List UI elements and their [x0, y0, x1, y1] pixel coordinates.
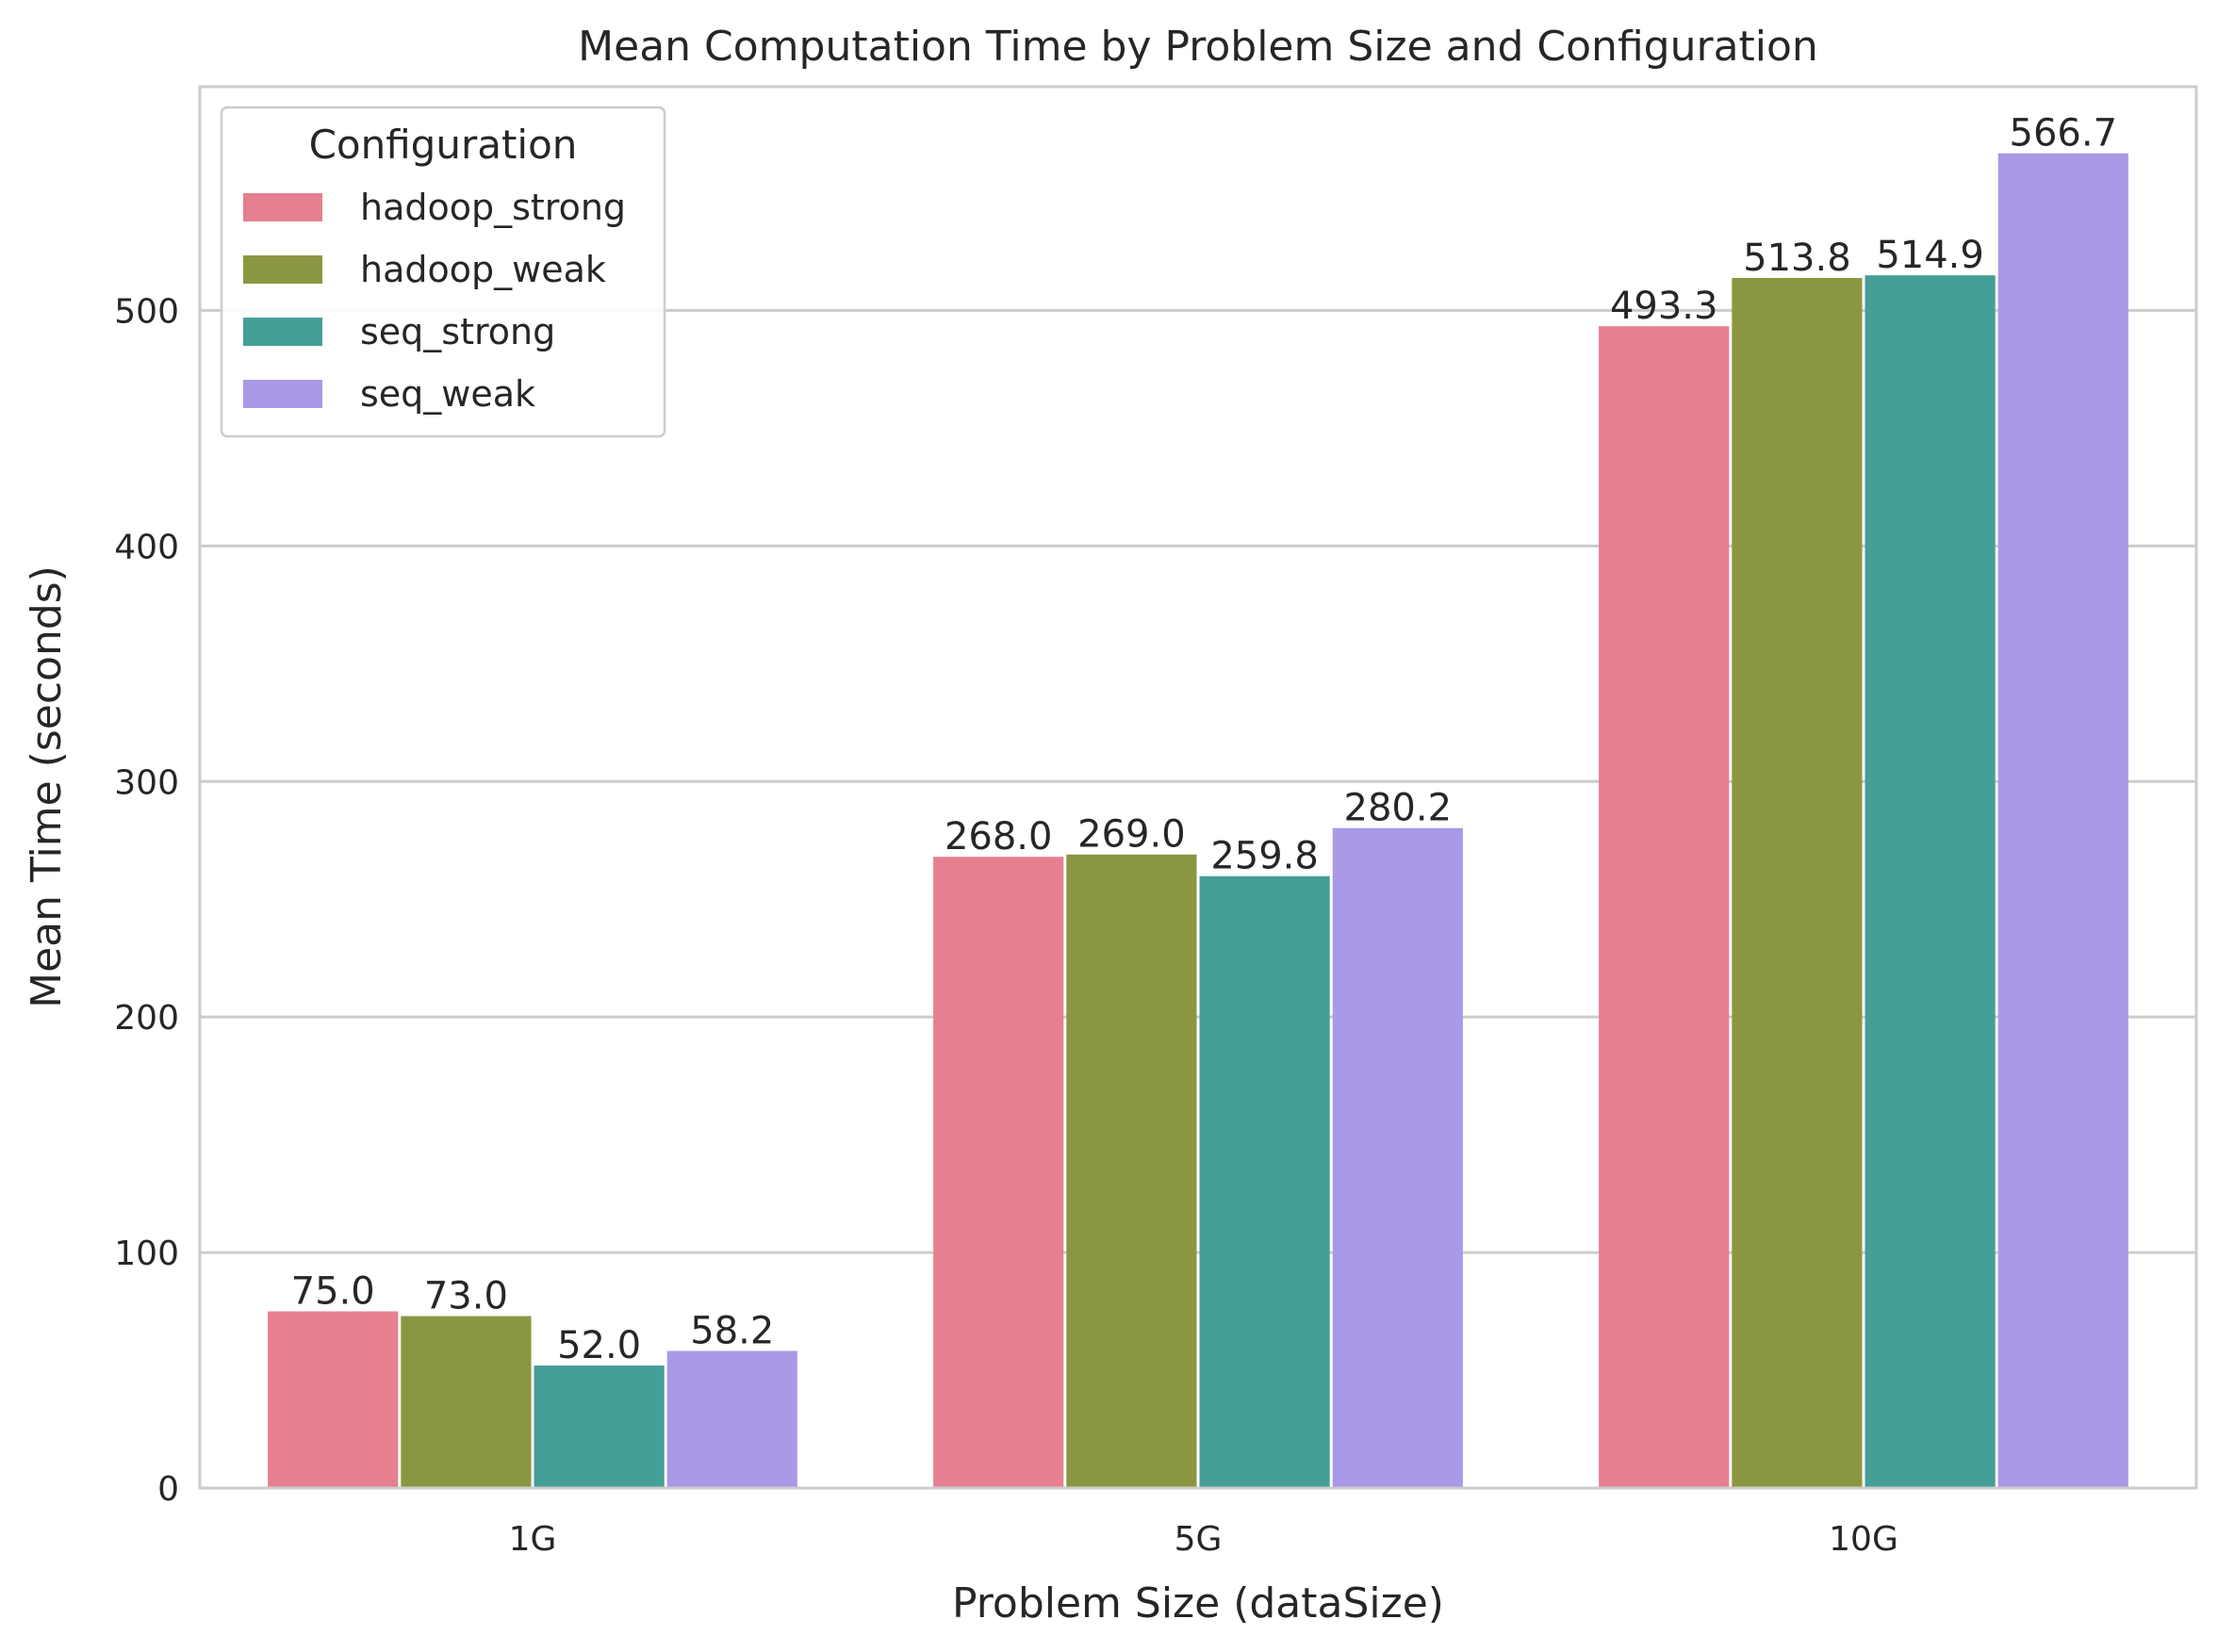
legend-frame [220, 106, 666, 438]
legend-title: Configuration [309, 122, 578, 168]
legend-items: hadoop_strong hadoop_weak seq_strong seq_we… [243, 187, 626, 415]
y-tick-label: 100 [114, 1235, 179, 1273]
data-label: 566.7 [2010, 112, 2118, 155]
data-label: 514.9 [1876, 234, 1984, 277]
data-labels: 75.0 268.0 493.3 73.0 269.0 513.8 52.0 259.8 514… [291, 112, 2117, 1367]
data-label: 73.0 [424, 1275, 508, 1318]
bar-hadoop_strong-1G [268, 1311, 399, 1488]
data-label: 268.0 [945, 815, 1053, 859]
bar-hadoop_strong-10G [1599, 326, 1730, 1488]
bar-hadoop_weak-5G [1066, 854, 1197, 1488]
y-tick-label: 500 [114, 292, 179, 331]
y-axis-ticks: 0 100 200 300 400 500 [114, 292, 179, 1509]
data-label: 513.8 [1743, 237, 1851, 280]
legend-swatch [243, 255, 322, 284]
bar-hadoop_strong-5G [933, 857, 1064, 1488]
x-axis-ticks: 1G 5G 10G [509, 1520, 1898, 1559]
legend-swatch [243, 193, 322, 221]
legend-swatch [243, 318, 322, 346]
bar-seq_strong-10G [1865, 275, 1996, 1489]
data-label: 75.0 [291, 1270, 375, 1314]
bar-seq_weak-10G [1997, 153, 2128, 1489]
legend-entry: hadoop_strong [360, 187, 626, 228]
legend-entry: seq_strong [360, 311, 555, 352]
chart-title: Mean Computation Time by Problem Size an… [578, 23, 1818, 71]
data-label: 52.0 [557, 1324, 641, 1367]
bar-seq_strong-5G [1199, 875, 1330, 1488]
y-tick-label: 400 [114, 528, 179, 566]
legend-swatch [243, 380, 322, 408]
data-label: 259.8 [1210, 835, 1319, 878]
data-label: 280.2 [1344, 787, 1453, 830]
x-tick-label: 5G [1175, 1520, 1223, 1559]
y-tick-label: 200 [114, 999, 179, 1038]
y-tick-label: 300 [114, 763, 179, 802]
data-label: 58.2 [690, 1310, 774, 1353]
data-label: 269.0 [1077, 813, 1186, 857]
bar-seq_strong-1G [534, 1366, 665, 1488]
data-label: 493.3 [1610, 285, 1718, 328]
bar-hadoop_weak-10G [1732, 277, 1863, 1488]
y-tick-label: 0 [157, 1470, 179, 1509]
bar-hadoop_weak-1G [401, 1316, 532, 1488]
legend: Configuration hadoop_strong hadoop_weakse… [220, 106, 666, 438]
plot-frame [198, 85, 2198, 1490]
x-tick-label: 10G [1829, 1520, 1898, 1559]
y-axis-label: Mean Time (seconds) [23, 565, 71, 1008]
bar-seq_weak-5G [1332, 827, 1463, 1488]
bar-seq_weak-1G [666, 1350, 797, 1488]
bars [268, 153, 2128, 1489]
legend-entry: seq_weak [360, 373, 535, 415]
x-axis-label: Problem Size (dataSize) [952, 1579, 1444, 1627]
x-tick-label: 1G [509, 1520, 557, 1559]
legend-entry: hadoop_weak [360, 249, 606, 290]
